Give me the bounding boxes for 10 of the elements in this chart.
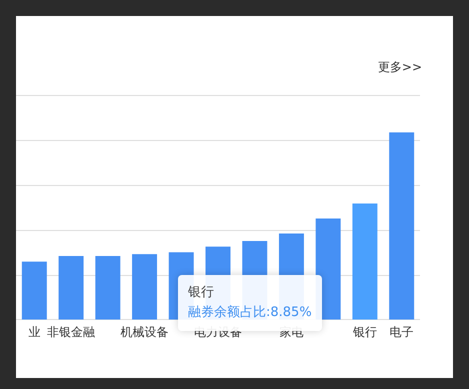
x-tick-label: 家电: [279, 324, 304, 339]
x-tick-label: 非银金融: [47, 324, 96, 339]
x-tick-label: 电力设备: [194, 324, 242, 339]
x-tick-label: 电子: [390, 324, 414, 339]
x-tick-label: 银行: [352, 324, 377, 339]
annotation: 银行: [188, 284, 215, 302]
x-tick-label: 机械设备: [120, 324, 169, 339]
annotation: 融券余额占比:8.85%: [188, 304, 312, 322]
text: 更多>>: [378, 59, 422, 76]
x-tick-label: 业: [28, 324, 40, 339]
